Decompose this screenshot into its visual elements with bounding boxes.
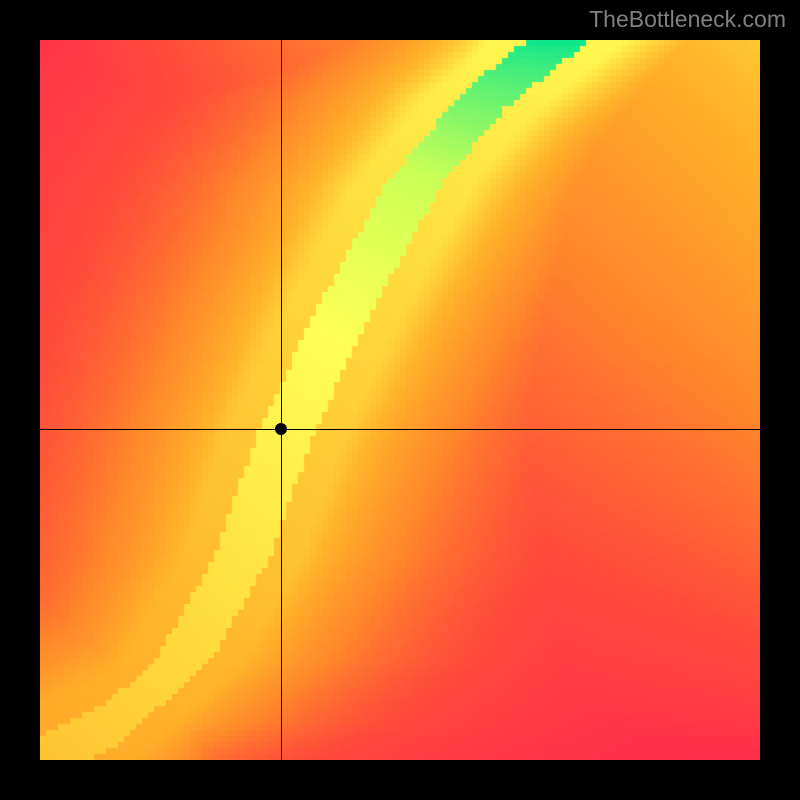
crosshair-marker [275,423,287,435]
crosshair-horizontal [40,429,760,430]
watermark-text: TheBottleneck.com [589,6,786,33]
heatmap-plot [40,40,760,760]
heatmap-canvas [40,40,760,760]
crosshair-vertical [281,40,282,760]
